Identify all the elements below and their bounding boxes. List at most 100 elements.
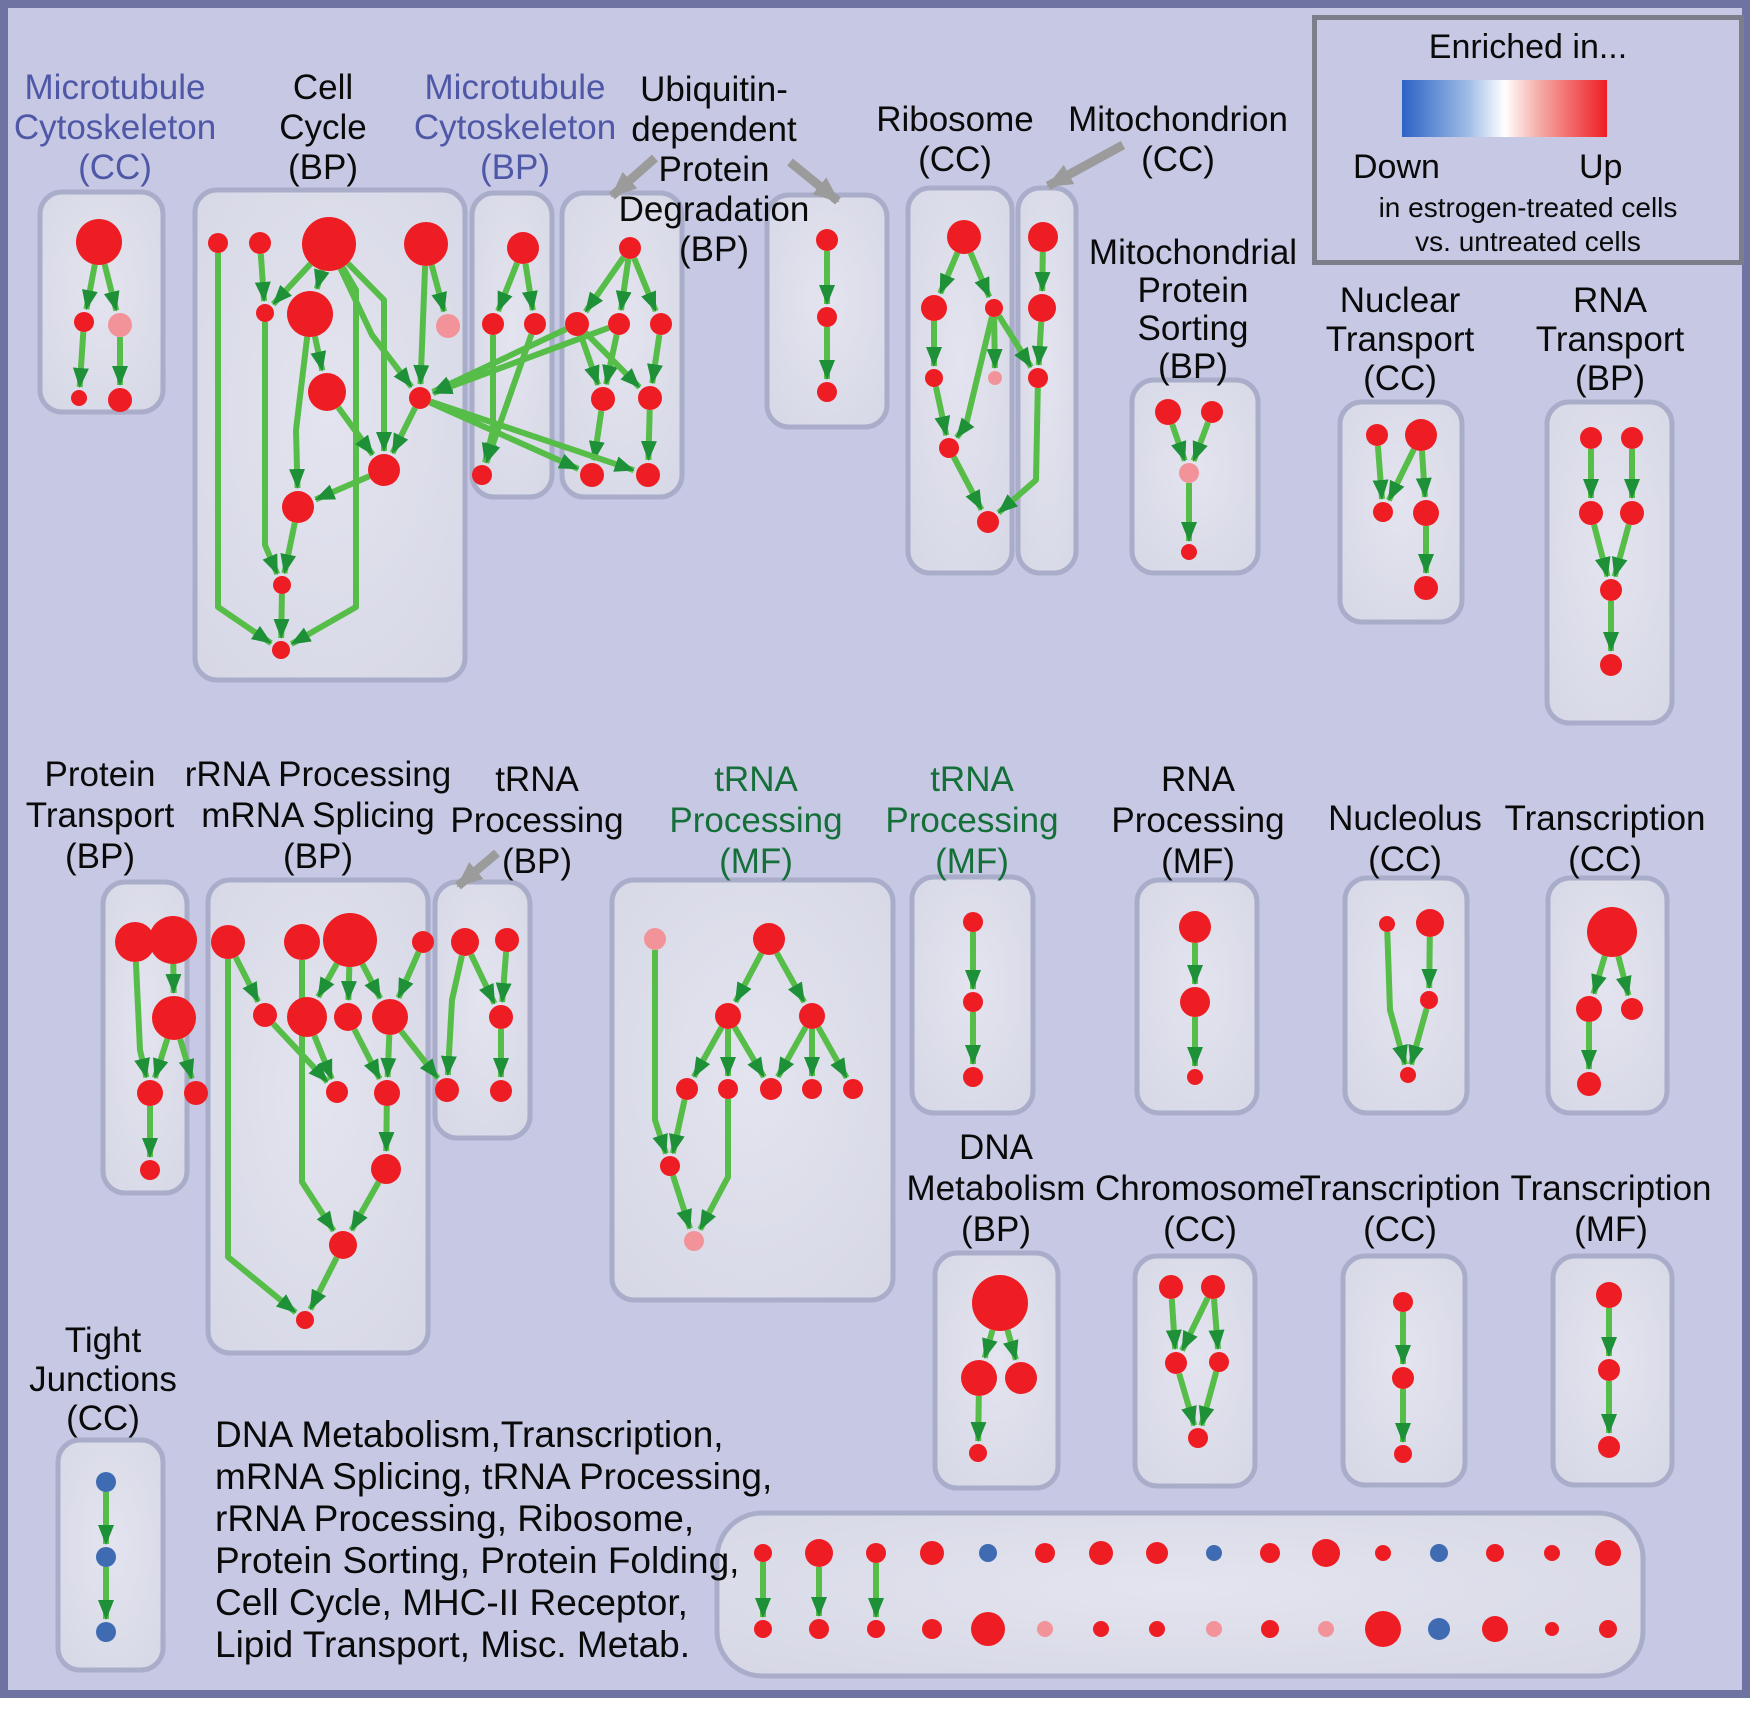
gene-node-mito-2 bbox=[1028, 368, 1048, 388]
gene-node-rrna-1 bbox=[284, 924, 320, 960]
gene-node-misc_band-28 bbox=[1428, 1618, 1450, 1640]
edge-arrow bbox=[1034, 251, 1051, 292]
cluster-label-ribosome: (CC) bbox=[918, 140, 992, 179]
cluster-label-rrna: mRNA Splicing bbox=[201, 796, 434, 835]
cluster-label-trna_mf2: Processing bbox=[885, 801, 1058, 840]
cluster-label-mps: Protein bbox=[1138, 271, 1249, 310]
edge-arrow bbox=[652, 950, 669, 1155]
edge-arrow bbox=[1408, 1007, 1430, 1066]
edge-arrow bbox=[313, 268, 330, 290]
edge-arrow bbox=[521, 263, 538, 312]
cluster-label-trna_bp: (BP) bbox=[502, 842, 572, 881]
gene-node-ub2-0 bbox=[816, 229, 838, 251]
gene-node-nucleolus-0 bbox=[1379, 916, 1395, 932]
gene-node-trna_mf1-5 bbox=[718, 1079, 738, 1099]
edge-arrow bbox=[72, 331, 89, 388]
gene-node-cell_cycle-9 bbox=[368, 454, 400, 486]
edge-arrow bbox=[389, 406, 418, 455]
cluster-label-tr_cc_bot: Transcription bbox=[1300, 1169, 1501, 1208]
gene-node-misc_band-1 bbox=[805, 1539, 833, 1567]
cluster-label-mps: Sorting bbox=[1138, 309, 1249, 348]
gene-node-ub1-6 bbox=[580, 463, 604, 487]
gene-node-misc_band-11 bbox=[1375, 1545, 1391, 1561]
gene-node-cell_cycle-11 bbox=[273, 576, 291, 594]
gene-node-trna_mf1-10 bbox=[684, 1231, 704, 1251]
cluster-box-mt_cc bbox=[37, 189, 166, 415]
misc-line: Cell Cycle, MHC-II Receptor, bbox=[215, 1582, 688, 1623]
nodes bbox=[71, 217, 1644, 1647]
gene-node-chromosome-0 bbox=[1159, 1275, 1183, 1299]
cluster-label-dna_metab: Metabolism bbox=[907, 1169, 1086, 1208]
gene-node-prot_tr-1 bbox=[149, 916, 197, 964]
legend-gradient-bar bbox=[1402, 80, 1607, 137]
gene-node-cell_cycle-2 bbox=[302, 217, 356, 271]
gene-node-trna_bp-4 bbox=[490, 1080, 512, 1102]
edge-arrow bbox=[413, 265, 430, 385]
edge-arrow bbox=[380, 1034, 397, 1078]
gene-node-ub2-2 bbox=[817, 382, 837, 402]
gene-node-ub1-7 bbox=[636, 463, 660, 487]
gene-node-nucleolus-2 bbox=[1420, 991, 1438, 1009]
gene-node-misc_band-19 bbox=[922, 1619, 942, 1639]
gene-node-misc_band-15 bbox=[1595, 1540, 1621, 1566]
cluster-box-chromosome bbox=[1132, 1253, 1258, 1489]
misc-line: DNA Metabolism,Transcription, bbox=[215, 1414, 724, 1455]
edge-arrow bbox=[1003, 1329, 1019, 1361]
cluster-box-dna_metab bbox=[932, 1250, 1061, 1491]
gene-node-misc_band-29 bbox=[1482, 1616, 1508, 1642]
color-legend: Enriched in... Down Up in estrogen-treat… bbox=[1312, 15, 1744, 265]
gene-node-tr_cc_bot-0 bbox=[1393, 1292, 1413, 1312]
gene-node-trna_bp-2 bbox=[489, 1005, 513, 1029]
gene-node-misc_band-25 bbox=[1261, 1620, 1279, 1638]
cluster-label-rna_tr: RNA bbox=[1573, 281, 1648, 320]
gene-node-trna_bp-3 bbox=[435, 1078, 459, 1102]
edge-arrow bbox=[774, 951, 807, 1004]
gene-node-rrna-0 bbox=[211, 925, 245, 959]
edge-arrow bbox=[1386, 447, 1417, 502]
cluster-label-trna_mf2: (MF) bbox=[935, 842, 1009, 881]
edge-arrow bbox=[1208, 1298, 1225, 1350]
misc-line: mRNA Splicing, tRNA Processing, bbox=[215, 1456, 773, 1497]
cluster-label-ub1: Degradation bbox=[619, 190, 810, 229]
cluster-label-ub1: (BP) bbox=[679, 230, 749, 269]
gene-node-cell_cycle-10 bbox=[282, 491, 314, 523]
gene-node-trna_mf2-2 bbox=[963, 1067, 983, 1087]
gene-node-nucleolus-3 bbox=[1400, 1067, 1416, 1083]
gene-node-cell_cycle-6 bbox=[436, 314, 460, 338]
gene-node-trna_mf1-7 bbox=[802, 1079, 822, 1099]
legend-title: Enriched in... bbox=[1428, 28, 1628, 66]
gene-node-trna_mf1-6 bbox=[760, 1078, 782, 1100]
edge-arrow bbox=[440, 955, 465, 1076]
edge-arrow bbox=[101, 263, 120, 312]
gene-node-rrna-2 bbox=[323, 913, 377, 967]
edge-arrow bbox=[583, 330, 642, 390]
gene-node-ub1-4 bbox=[591, 387, 615, 411]
gene-node-trna_mf1-8 bbox=[843, 1079, 863, 1099]
edge-arrow bbox=[954, 316, 995, 440]
legend-up-label: Up bbox=[1579, 148, 1623, 186]
gene-node-rna_mf-0 bbox=[1179, 911, 1211, 943]
edge-arrow bbox=[588, 410, 605, 462]
edge-arrow bbox=[1615, 955, 1632, 997]
gene-node-mt_cc-3 bbox=[71, 390, 87, 406]
cluster-label-rna_tr: Transport bbox=[1536, 320, 1685, 359]
gene-node-misc_band-22 bbox=[1093, 1621, 1109, 1637]
cluster-label-tr_cc_mid: (CC) bbox=[1568, 840, 1642, 879]
gene-node-mt_cc-0 bbox=[76, 219, 122, 265]
legend-note-line1: in estrogen-treated cells bbox=[1378, 192, 1678, 223]
cluster-box-tr_cc_mid bbox=[1545, 875, 1670, 1116]
edge-arrow bbox=[937, 251, 961, 295]
cluster-label-mps: (BP) bbox=[1158, 347, 1228, 386]
edge-arrow bbox=[996, 314, 1034, 369]
pointer-arrow bbox=[1045, 141, 1126, 190]
edge-arrow bbox=[495, 261, 520, 313]
cluster-label-prot_tr: (BP) bbox=[65, 837, 135, 876]
edge-arrow bbox=[337, 267, 414, 389]
gene-node-ub1-3 bbox=[650, 313, 672, 335]
gene-node-mt_cc-1 bbox=[74, 312, 94, 332]
edge-arrow bbox=[468, 953, 498, 1005]
cluster-box-nuc_tr bbox=[1337, 399, 1465, 625]
gene-node-ribosome-4 bbox=[988, 371, 1002, 385]
edge-arrow bbox=[1590, 955, 1608, 995]
gene-node-rna_tr-1 bbox=[1621, 427, 1643, 449]
